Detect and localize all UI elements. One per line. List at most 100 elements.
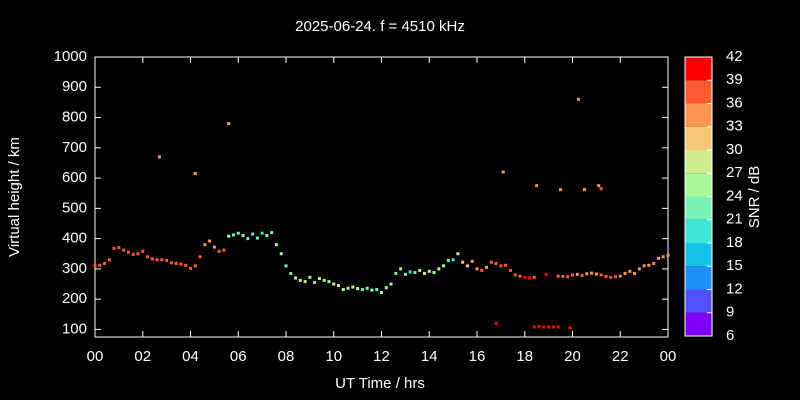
colorbar-tick-label: 36 bbox=[726, 94, 743, 111]
x-axis-label: UT Time / hrs bbox=[335, 375, 425, 392]
data-point bbox=[227, 234, 231, 238]
colorbar-tick-label: 27 bbox=[726, 164, 743, 181]
data-point bbox=[346, 286, 350, 290]
colorbar-band bbox=[685, 243, 712, 267]
data-point bbox=[403, 272, 407, 276]
data-point bbox=[126, 250, 130, 254]
x-tick-label: 02 bbox=[134, 348, 151, 365]
data-point bbox=[136, 252, 140, 256]
x-tick-label: 04 bbox=[182, 348, 199, 365]
data-point bbox=[461, 260, 465, 264]
data-point bbox=[594, 272, 598, 276]
data-point bbox=[575, 272, 579, 276]
data-point bbox=[418, 268, 422, 272]
colorbar-tick-label: 33 bbox=[726, 118, 743, 135]
data-point bbox=[489, 260, 493, 264]
data-point bbox=[370, 288, 374, 292]
data-point bbox=[189, 266, 192, 270]
colorbar-tick-label: 18 bbox=[726, 234, 743, 251]
data-point bbox=[470, 259, 474, 263]
colorbar-band bbox=[685, 266, 712, 290]
data-point bbox=[485, 265, 489, 269]
y-tick-label: 1000 bbox=[54, 48, 87, 65]
data-point bbox=[547, 325, 551, 329]
data-point bbox=[179, 262, 183, 266]
colorbar-tick-label: 12 bbox=[726, 280, 743, 297]
data-point bbox=[356, 287, 360, 291]
colorbar-band bbox=[685, 173, 712, 197]
data-point bbox=[544, 272, 548, 276]
data-point bbox=[313, 281, 317, 285]
data-point bbox=[222, 248, 226, 252]
y-tick-label: 300 bbox=[62, 260, 87, 277]
y-tick-label: 500 bbox=[62, 199, 87, 216]
data-point bbox=[609, 275, 613, 279]
data-point bbox=[647, 263, 651, 267]
data-point bbox=[203, 243, 207, 247]
data-point bbox=[360, 287, 364, 291]
data-point bbox=[93, 264, 97, 268]
data-point bbox=[413, 271, 417, 275]
data-point bbox=[556, 325, 560, 329]
data-point bbox=[165, 258, 169, 262]
data-point bbox=[532, 275, 536, 279]
data-point bbox=[246, 237, 250, 241]
x-tick-label: 22 bbox=[612, 348, 629, 365]
y-tick-label: 400 bbox=[62, 230, 87, 247]
data-point bbox=[308, 275, 312, 279]
x-tick-label: 16 bbox=[469, 348, 486, 365]
x-tick-label: 00 bbox=[87, 348, 104, 365]
data-point bbox=[523, 275, 527, 279]
y-tick-label: 800 bbox=[62, 109, 87, 126]
data-point bbox=[193, 264, 197, 268]
data-point bbox=[157, 155, 161, 159]
x-tick-label: 06 bbox=[230, 348, 247, 365]
data-point bbox=[652, 261, 656, 265]
y-tick-label: 600 bbox=[62, 169, 87, 186]
data-point bbox=[508, 268, 512, 272]
data-point bbox=[537, 324, 541, 328]
data-point bbox=[623, 271, 627, 275]
x-tick-label: 18 bbox=[516, 348, 533, 365]
data-point bbox=[422, 271, 426, 275]
data-point bbox=[465, 264, 469, 268]
data-point bbox=[456, 252, 460, 256]
data-point bbox=[628, 269, 632, 273]
colorbar-tick-label: 6 bbox=[726, 327, 734, 344]
data-point bbox=[597, 184, 601, 188]
data-point bbox=[561, 274, 565, 278]
colorbar-band bbox=[685, 80, 712, 104]
data-point bbox=[212, 245, 216, 249]
data-point bbox=[475, 267, 479, 271]
data-point bbox=[131, 252, 135, 256]
data-point bbox=[442, 264, 446, 268]
data-point bbox=[231, 233, 235, 237]
data-point bbox=[184, 263, 188, 267]
data-point bbox=[155, 258, 159, 262]
colorbar-tick-label: 15 bbox=[726, 257, 743, 274]
data-point bbox=[501, 170, 505, 174]
data-point bbox=[618, 274, 622, 278]
data-point bbox=[327, 280, 331, 284]
data-point bbox=[150, 257, 154, 261]
colorbar-tick-label: 24 bbox=[726, 187, 743, 204]
data-point bbox=[389, 282, 393, 286]
data-point bbox=[260, 231, 264, 235]
data-point bbox=[112, 246, 116, 250]
data-point bbox=[432, 271, 436, 275]
data-point bbox=[494, 261, 498, 265]
data-point bbox=[193, 172, 197, 176]
data-point bbox=[528, 276, 532, 280]
data-point bbox=[604, 274, 608, 278]
data-point bbox=[590, 271, 594, 275]
colorbar-tick-label: 9 bbox=[726, 304, 734, 321]
data-point bbox=[146, 255, 150, 259]
colorbar-band bbox=[685, 219, 712, 243]
chart-title: 2025-06-24. f = 4510 kHz bbox=[295, 18, 465, 35]
data-point bbox=[494, 321, 498, 325]
data-point bbox=[289, 271, 293, 275]
data-point bbox=[513, 273, 517, 277]
y-tick-label: 100 bbox=[62, 320, 87, 337]
